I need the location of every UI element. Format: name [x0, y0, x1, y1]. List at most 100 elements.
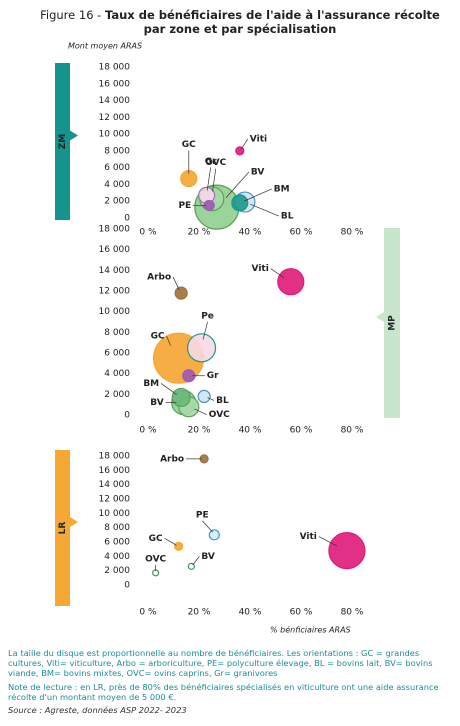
bubble-label: Gr [207, 371, 219, 381]
y-tick-label: 8 000 [104, 523, 130, 533]
y-tick-label: 0 [124, 214, 130, 224]
bubble-label: Pe [201, 311, 214, 321]
y-tick-label: 4 000 [104, 552, 130, 562]
y-tick-label: 12 000 [99, 287, 131, 297]
x-tick-label: 80 % [341, 608, 364, 618]
zone-arrow [70, 130, 78, 141]
leader-line [241, 138, 249, 150]
bubble-label: PE [178, 201, 191, 211]
bubble-label: BV [150, 398, 163, 408]
title-prefix: Figure 16 - [40, 8, 102, 22]
zone-band [55, 63, 70, 220]
note-size: La taille du disque est proportionnelle … [8, 648, 433, 679]
y-tick-label: 2 000 [104, 197, 130, 207]
bubble [171, 387, 191, 408]
leader-line [160, 383, 177, 395]
y-tick-label: 8 000 [104, 328, 130, 338]
leader-line [206, 167, 211, 191]
y-tick-label: 0 [124, 411, 130, 421]
y-tick-label: 18 000 [99, 452, 131, 462]
y-tick-label: 2 000 [104, 566, 130, 576]
bubble-label: BL [281, 212, 294, 222]
x-tick-label: 60 % [290, 228, 313, 238]
leader-line [212, 168, 217, 192]
x-tick-label: 20 % [188, 608, 211, 618]
bubble-label: OVC [209, 410, 230, 420]
y-tick-label: 14 000 [99, 96, 131, 106]
x-tick-label: 0 % [139, 426, 157, 436]
notes: La taille du disque est proportionnelle … [8, 648, 454, 718]
bubble [186, 333, 217, 363]
bubble [208, 529, 220, 541]
y-tick-label: 14 000 [99, 266, 131, 276]
y-tick-label: 18 000 [99, 63, 131, 73]
bubble [231, 194, 249, 212]
leader-line [270, 268, 285, 279]
x-tick-label: 80 % [341, 426, 364, 436]
bubble-label: GC [149, 534, 163, 544]
y-tick-label: 10 000 [99, 509, 131, 519]
leader-line [166, 336, 171, 346]
zone-arrow [70, 517, 78, 527]
y-tick-label: 2 000 [104, 390, 130, 400]
leader-line [164, 537, 177, 546]
leader-line [250, 203, 280, 217]
bubble [174, 286, 188, 300]
leader-line [194, 408, 207, 416]
leader-line [192, 556, 200, 566]
y-tick-label: 16 000 [99, 466, 131, 476]
bubble [174, 541, 184, 551]
leader-line [244, 188, 272, 202]
zone-arrow [376, 312, 384, 322]
bubble [235, 146, 245, 156]
bubble-label: Arbo [160, 454, 184, 464]
figure-title: Figure 16 - Taux de bénéficiaires de l'a… [30, 8, 450, 36]
x-tick-label: 20 % [188, 228, 211, 238]
y-tick-label: 4 000 [104, 180, 130, 190]
bubble [328, 531, 366, 570]
leader-line [318, 536, 338, 547]
y-tick-label: 10 000 [99, 307, 131, 317]
x-tick-label: 20 % [188, 426, 211, 436]
leader-line [207, 397, 215, 401]
y-tick-label: 0 [124, 581, 130, 591]
bubble-label: OVC [205, 158, 226, 168]
leader-line [202, 321, 208, 340]
zone-label: ZM [58, 134, 68, 150]
bubble-label: GC [151, 332, 165, 342]
y-tick-label: 8 000 [104, 146, 130, 156]
leader-line [202, 520, 214, 533]
y-tick-label: 6 000 [104, 538, 130, 548]
bubble [277, 268, 305, 296]
charts: Mont moyen ARAS % bénficiaires ARAS 0 2 0… [55, 42, 400, 635]
x-axis-label: % bénficiaires ARAS [270, 625, 351, 635]
y-tick-label: 12 000 [99, 495, 131, 505]
x-tick-label: 0 % [139, 228, 157, 238]
y-tick-label: 14 000 [99, 480, 131, 490]
x-tick-label: 0 % [139, 608, 157, 618]
bubble-label: GC [182, 140, 196, 150]
zone-band [384, 228, 400, 418]
y-tick-label: 12 000 [99, 113, 131, 123]
title-text: Taux de bénéficiaires de l'aide à l'assu… [105, 8, 440, 36]
y-tick-label: 16 000 [99, 79, 131, 89]
bubble-label: BV [201, 552, 214, 562]
bubble-label: Arbo [147, 273, 171, 283]
bubble-label: BV [251, 168, 264, 178]
bubble-label: Gr [205, 157, 217, 167]
y-tick-label: 6 000 [104, 349, 130, 359]
y-tick-label: 6 000 [104, 163, 130, 173]
x-tick-label: 60 % [290, 608, 313, 618]
x-tick-label: 40 % [239, 228, 262, 238]
bubble-label: BL [216, 396, 229, 406]
x-tick-label: 60 % [290, 426, 313, 436]
y-tick-label: 10 000 [99, 130, 131, 140]
leader-line [225, 171, 250, 198]
x-tick-label: 40 % [239, 426, 262, 436]
bubble [197, 389, 211, 403]
bubble-label: Viti [300, 532, 317, 542]
note-reading: Note de lecture : en LR, près de 80% des… [8, 681, 439, 702]
leader-line [172, 276, 180, 291]
zone-label: MP [388, 315, 398, 331]
